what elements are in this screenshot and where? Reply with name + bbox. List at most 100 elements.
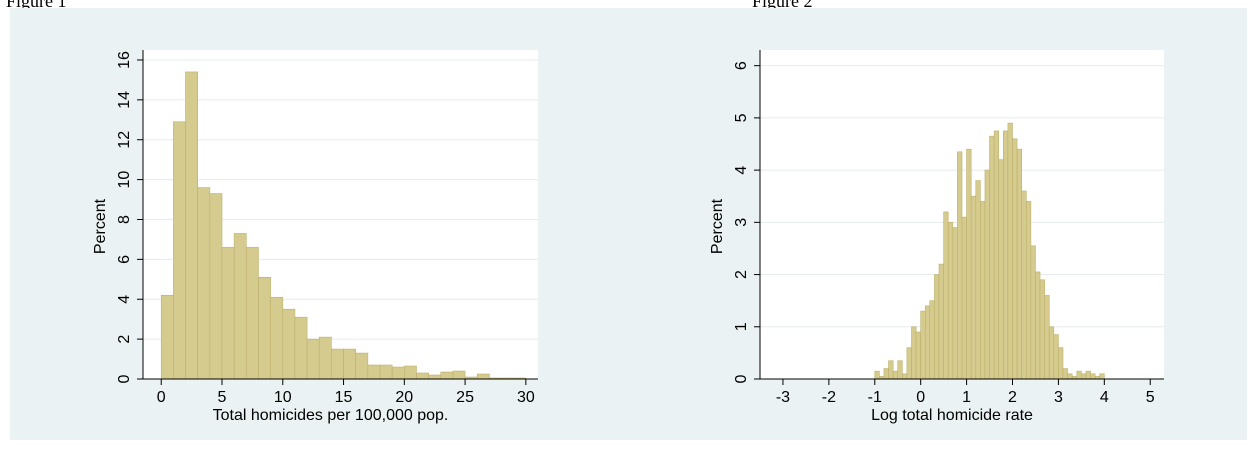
histogram-bar <box>998 159 1004 380</box>
x-tick-label: 0 <box>916 389 925 406</box>
histogram-bar <box>984 169 990 380</box>
x-axis-title-1: Log total homicide rate <box>871 407 1033 424</box>
y-tick-label: 6 <box>733 61 750 70</box>
histogram-bar <box>888 360 894 380</box>
histogram-bar <box>911 326 917 380</box>
histogram-bar <box>883 368 889 380</box>
histogram-bar <box>1053 334 1059 380</box>
y-tick-label: 12 <box>116 131 133 149</box>
histogram-bar <box>1003 130 1009 380</box>
histogram-bar <box>1039 279 1045 380</box>
histogram-bar <box>874 370 880 380</box>
histogram-bar <box>294 316 308 380</box>
histogram-bar <box>282 308 296 380</box>
histogram-bar <box>961 216 967 380</box>
histogram-bar <box>1025 201 1032 380</box>
histogram-bar <box>934 274 940 380</box>
y-tick-label: 6 <box>116 255 133 264</box>
histogram-bar <box>1016 148 1022 380</box>
histogram-bar <box>1099 373 1105 380</box>
histogram-homicide-rate: 0 2 4 6 8 10 12 14 16 0 5 10 15 20 25 30 Percent Total… <box>92 50 538 424</box>
histogram-bar <box>331 348 344 380</box>
histogram-bar <box>966 148 972 380</box>
y-ticks-1: 0 1 2 3 4 5 6 <box>733 61 760 383</box>
x-ticks-1: -3 -2 -1 0 1 2 3 4 5 <box>776 379 1155 406</box>
histogram-bar <box>906 347 912 380</box>
y-tick-label: 16 <box>116 51 133 69</box>
y-tick-label: 4 <box>116 295 133 304</box>
histogram-bar <box>902 373 908 380</box>
histogram-bar <box>970 195 977 380</box>
histogram-bar <box>897 360 903 380</box>
histogram-log-homicide-rate: 0 1 2 3 4 5 6 -3 -2 -1 0 1 2 3 4 5 Percent Log total h… <box>709 50 1164 424</box>
x-tick-label: -2 <box>822 389 836 406</box>
histogram-bar <box>221 247 235 380</box>
y-tick-label: 4 <box>733 166 750 175</box>
y-tick-label: 2 <box>733 270 750 279</box>
histogram-bar <box>173 121 186 380</box>
y-axis-title-0: Percent <box>92 198 109 254</box>
histogram-bar <box>975 180 981 380</box>
histogram-bar <box>1058 347 1064 380</box>
histogram-bar <box>1090 373 1096 380</box>
histogram-bar <box>957 151 963 380</box>
y-axis-title-1: Percent <box>709 198 726 254</box>
x-tick-label: 5 <box>1146 389 1155 406</box>
y-tick-label: 3 <box>733 218 750 227</box>
y-tick-label: 10 <box>116 171 133 189</box>
histogram-bar <box>980 201 986 380</box>
histogram-bar <box>1062 368 1068 380</box>
histogram-bar <box>943 211 949 380</box>
y-tick-label: 5 <box>733 113 750 122</box>
caption-right: Figure 2 <box>752 0 813 9</box>
histogram-bar <box>391 366 405 380</box>
histogram-bar <box>318 336 332 380</box>
y-tick-label: 2 <box>116 335 133 344</box>
histogram-bar <box>1081 373 1087 380</box>
y-tick-label: 1 <box>733 322 750 331</box>
x-ticks-0: 0 5 10 15 20 25 30 <box>157 379 535 406</box>
histogram-bar <box>428 374 442 380</box>
x-tick-label: 5 <box>218 389 227 406</box>
x-tick-label: -3 <box>776 389 790 406</box>
y-tick-label: 8 <box>116 215 133 224</box>
histogram-bar <box>233 233 247 380</box>
histogram-bar <box>1076 370 1082 380</box>
histogram-bar <box>379 364 393 380</box>
histogram-bar <box>1085 370 1091 380</box>
bars-0 <box>160 71 527 380</box>
y-tick-label: 0 <box>116 374 133 383</box>
histogram-bar <box>1067 373 1073 380</box>
histogram-bar <box>929 300 935 380</box>
histogram-bar <box>209 193 223 380</box>
histogram-bar <box>1044 295 1050 380</box>
figure-caption: Figure 1 Figure 2 <box>0 0 1257 9</box>
histogram-bar <box>185 71 198 380</box>
x-tick-label: 20 <box>395 389 413 406</box>
histogram-bar <box>367 364 381 380</box>
histogram-bar <box>440 371 454 380</box>
x-tick-label: 1 <box>962 389 971 406</box>
histogram-bar <box>416 372 429 380</box>
grid-lines-0 <box>143 59 538 340</box>
histogram-bar <box>452 370 466 380</box>
histogram-bar <box>1012 138 1018 380</box>
histogram-bar <box>343 348 356 380</box>
x-tick-label: 4 <box>1100 389 1109 406</box>
histogram-bar <box>270 296 284 380</box>
histogram-bar <box>197 187 211 380</box>
histogram-bar <box>920 310 926 380</box>
histogram-bar <box>1007 122 1013 380</box>
x-axis-title-0: Total homicides per 100,000 pop. <box>213 407 449 424</box>
x-tick-label: 2 <box>1008 389 1017 406</box>
y-tick-label: 14 <box>116 91 133 109</box>
histogram-bar <box>306 338 320 380</box>
y-tick-label: 0 <box>733 374 750 383</box>
histogram-bar <box>993 130 1000 380</box>
figure-panel: 0 2 4 6 8 10 12 14 16 0 5 10 15 20 25 30 Percent Total… <box>10 8 1247 440</box>
histogram-bar <box>915 331 921 380</box>
caption-left: Figure 1 <box>6 0 67 9</box>
histogram-bar <box>924 305 931 380</box>
histogram-bar <box>246 247 259 380</box>
